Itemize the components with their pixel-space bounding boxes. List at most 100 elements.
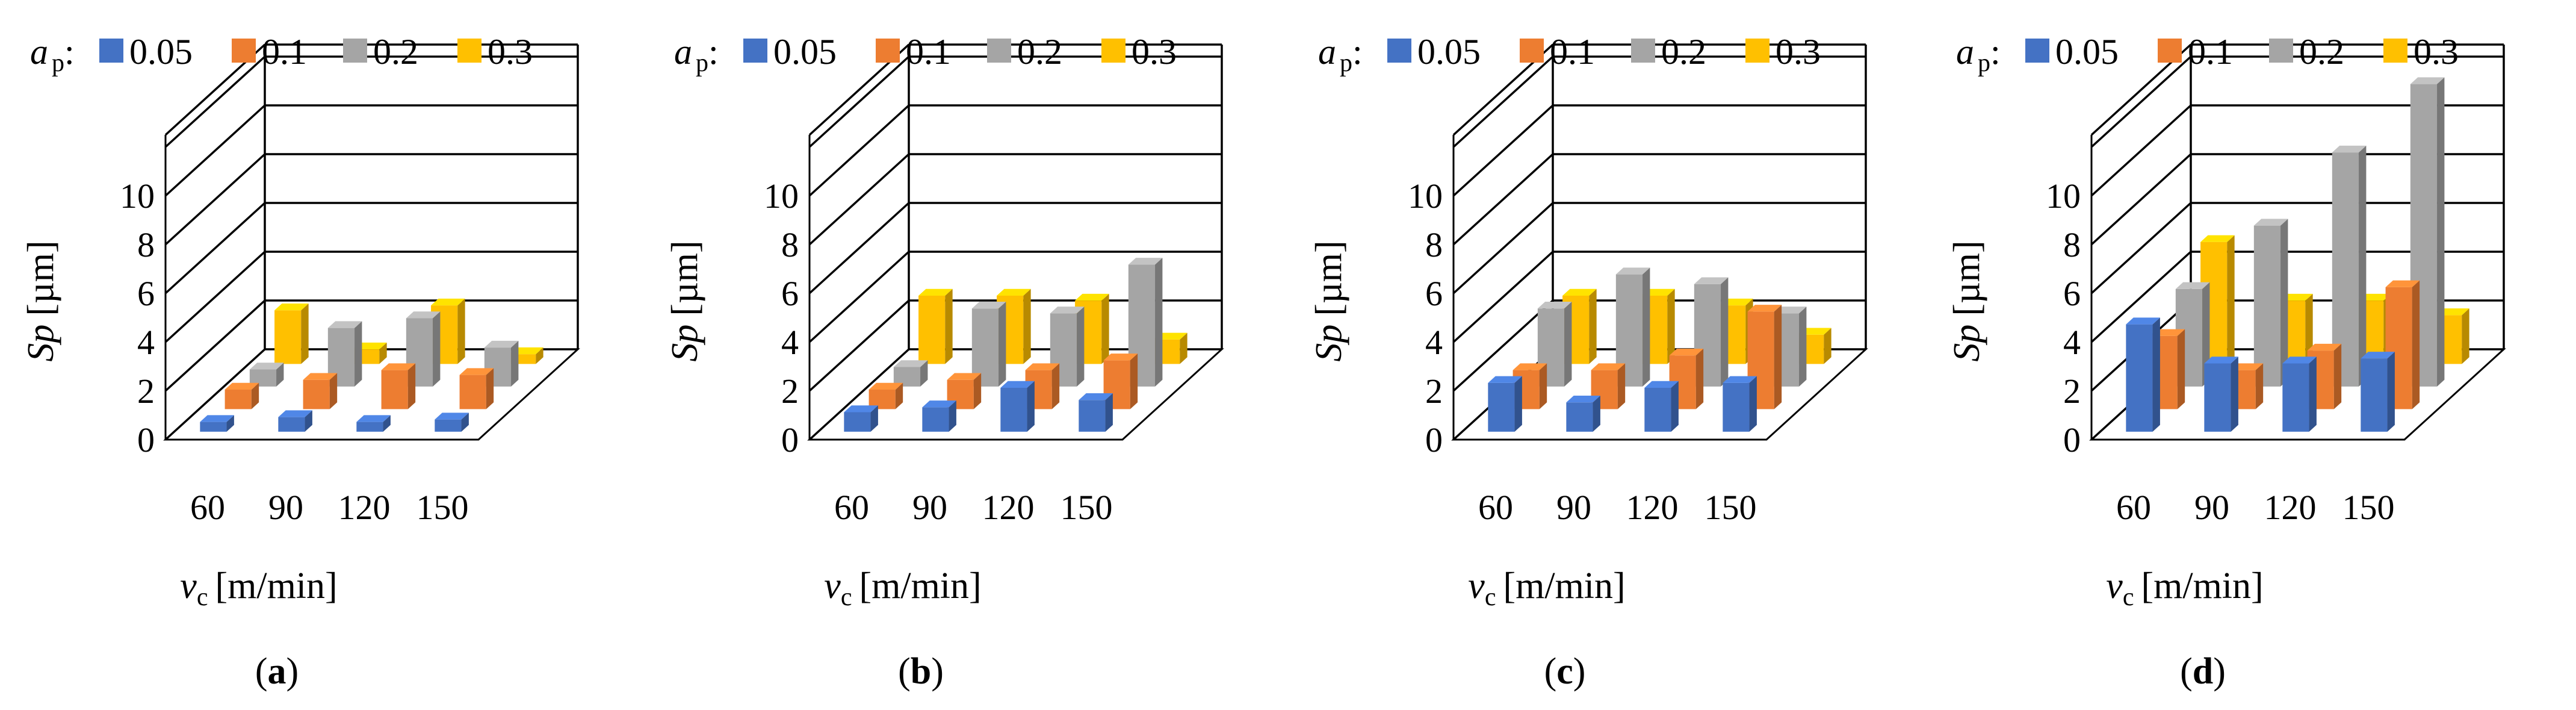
- bar-side-face: [1539, 363, 1547, 409]
- legend-title: a p:: [674, 32, 719, 77]
- y-tick-label: 4: [2063, 323, 2081, 362]
- bar-side-face: [407, 363, 416, 409]
- bar-top-face: [1075, 293, 1109, 301]
- panel-label-open: (: [898, 651, 911, 692]
- y-axis-label-unit: [µm]: [664, 240, 705, 316]
- panel-label-letter: a: [268, 651, 286, 692]
- bar-top-face: [1723, 376, 1757, 383]
- panel-label: (c): [1544, 651, 1586, 692]
- x-axis-label-unit: [m/min]: [1503, 565, 1625, 606]
- bar-side-face: [1514, 376, 1522, 432]
- bar-side-face: [457, 298, 465, 364]
- y-tick-label: 6: [781, 274, 799, 313]
- bar-a-0.05-60: [200, 415, 234, 432]
- bar-side-face: [251, 382, 259, 409]
- bar-front-face: [1000, 387, 1027, 432]
- legend-title-var: a: [30, 32, 48, 72]
- bar-front-face: [224, 389, 252, 409]
- gridline-side: [164, 104, 266, 197]
- legend-title-colon: :: [1990, 32, 2001, 72]
- bar-side-face: [2412, 280, 2420, 409]
- legend-item-0.1: 0.1: [1520, 32, 1595, 72]
- bar-top-face: [1615, 267, 1650, 275]
- bar-top-face: [1000, 381, 1035, 388]
- y-tick-label: 8: [1425, 225, 1443, 264]
- legend-label: 0.05: [2055, 32, 2119, 72]
- bar-top-face: [2385, 280, 2420, 287]
- bar-b-0.1-60: [868, 382, 903, 409]
- bar-side-face: [355, 321, 362, 387]
- gridline-side: [2090, 153, 2192, 246]
- bar-top-face: [327, 321, 362, 328]
- bar-b-0.05-120: [1000, 381, 1035, 432]
- bar-front-face: [2361, 358, 2388, 432]
- gridline-side: [2090, 55, 2192, 148]
- bar-front-face: [1644, 387, 1671, 432]
- x-axis-label: vc [m/min]: [824, 565, 981, 611]
- bar-side-face: [383, 415, 391, 432]
- x-axis-label-sub: c: [2123, 584, 2134, 611]
- legend-swatch: [1745, 39, 1769, 63]
- bar-front-face: [1566, 402, 1593, 432]
- legend-item-0.05: 0.05: [743, 32, 837, 72]
- legend-swatch: [1101, 39, 1125, 63]
- legend-swatch: [2158, 39, 2182, 63]
- bar-side-face: [1695, 349, 1704, 409]
- legend-item-0.2: 0.2: [2269, 32, 2344, 72]
- bar-side-face: [1671, 381, 1679, 432]
- gridline-side: [164, 251, 266, 343]
- bar-front-face: [844, 412, 871, 432]
- gridline-side: [1452, 202, 1554, 294]
- gridline-side: [808, 153, 910, 246]
- bar-top-face: [971, 302, 1006, 309]
- x-tick-label: 150: [1060, 488, 1113, 527]
- gridline-side: [1452, 299, 1554, 392]
- y-tick-label: 8: [2063, 225, 2081, 264]
- y-tick-label: 6: [2063, 274, 2081, 313]
- legend-title: a p:: [1318, 32, 1363, 77]
- y-axis-label-unit: [µm]: [20, 240, 61, 316]
- bar-side-face: [1027, 381, 1035, 432]
- y-tick-label: 10: [1408, 176, 1443, 216]
- bar-front-face: [922, 407, 949, 432]
- panel-label: (b): [898, 651, 944, 692]
- bar-side-face: [2152, 317, 2160, 432]
- bar-a-0.1-120: [381, 363, 416, 409]
- y-tick-label: 4: [781, 323, 799, 362]
- legend-swatch: [1520, 39, 1544, 63]
- bar-top-face: [2332, 145, 2367, 153]
- legend-label: 0.05: [1417, 32, 1481, 72]
- bar-b-0.3-60: [918, 288, 953, 364]
- legend-label: 0.3: [2413, 32, 2459, 72]
- x-axis-label-sub: c: [1485, 584, 1496, 611]
- legend-title-colon: :: [708, 32, 719, 72]
- bar-side-face: [945, 288, 953, 364]
- bar-side-face: [1667, 288, 1675, 364]
- bar-side-face: [2255, 363, 2264, 409]
- bar-b-0.2-60: [893, 360, 928, 387]
- gridline-side: [1452, 153, 1554, 246]
- legend-item-0.1: 0.1: [876, 32, 951, 72]
- legend-swatch: [2383, 39, 2407, 63]
- bar-a-0.05-120: [356, 415, 391, 432]
- bar-side-face: [1051, 363, 1060, 409]
- legend-item-0.05: 0.05: [2025, 32, 2119, 72]
- bar-top-face: [868, 382, 903, 390]
- y-tick-label: 2: [781, 372, 799, 411]
- bar-side-face: [1130, 353, 1138, 409]
- x-tick-label: 150: [2342, 488, 2395, 527]
- y-axis-label-var: Sp: [20, 325, 61, 362]
- y-tick-label: 6: [137, 274, 155, 313]
- bar-front-face: [1488, 382, 1515, 432]
- bar-side-face: [226, 415, 234, 432]
- panel-label: (d): [2180, 651, 2226, 692]
- bar-side-face: [2231, 357, 2238, 432]
- y-axis-label-var: Sp: [664, 325, 705, 362]
- y-axis-label-unit: [µm]: [1308, 240, 1349, 316]
- bar-top-face: [2204, 357, 2238, 364]
- bar-top-face: [1512, 363, 1547, 370]
- x-tick-label: 60: [834, 488, 869, 527]
- bar-top-face: [356, 415, 391, 422]
- bar-side-face: [305, 410, 312, 432]
